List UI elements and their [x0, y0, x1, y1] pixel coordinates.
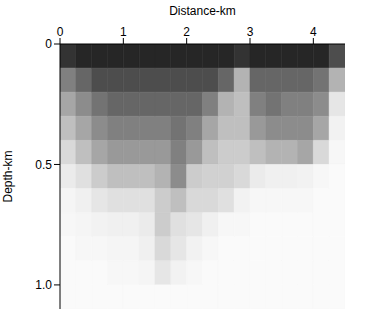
- svg-text:1: 1: [120, 25, 127, 39]
- svg-text:1.0: 1.0: [35, 278, 52, 292]
- svg-text:Distance-km: Distance-km: [169, 4, 236, 18]
- svg-text:0: 0: [45, 37, 52, 51]
- svg-text:Depth-km: Depth-km: [1, 150, 15, 202]
- svg-text:3: 3: [247, 25, 254, 39]
- svg-text:2: 2: [183, 25, 190, 39]
- svg-text:0: 0: [57, 25, 64, 39]
- svg-text:0.5: 0.5: [35, 158, 52, 172]
- svg-text:4: 4: [310, 25, 317, 39]
